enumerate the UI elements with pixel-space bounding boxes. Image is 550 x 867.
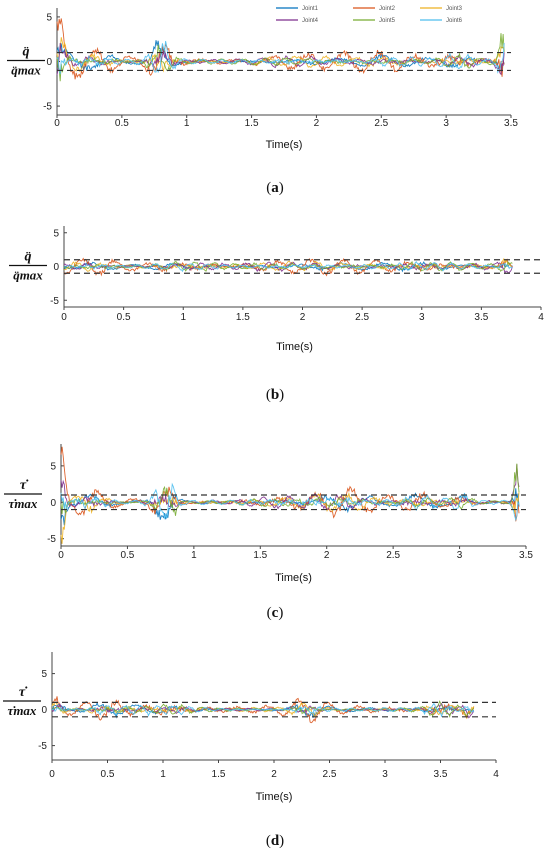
y-tick-label: 5 xyxy=(41,669,47,680)
x-tick-label: 4 xyxy=(538,312,544,323)
y-tick-label: 0 xyxy=(50,498,56,509)
x-tick-label: 0 xyxy=(54,118,60,129)
y-label-denominator: q̈max xyxy=(13,268,43,283)
x-axis-label: Time(s) xyxy=(275,572,312,584)
y-tick-label: 5 xyxy=(50,461,56,472)
x-tick-label: 1.5 xyxy=(236,312,250,323)
x-tick-label: 3.5 xyxy=(519,550,533,561)
x-tick-label: 0 xyxy=(61,312,67,323)
y-tick-label: -5 xyxy=(38,741,47,752)
x-tick-label: 0.5 xyxy=(117,312,131,323)
x-axis-label: Time(s) xyxy=(276,341,313,353)
x-tick-label: 0.5 xyxy=(120,550,134,561)
y-tick-label: 0 xyxy=(41,705,47,716)
series-joint2 xyxy=(60,446,520,522)
series-joint6 xyxy=(63,261,513,273)
x-tick-label: 2 xyxy=(324,550,330,561)
y-label-numerator: τ̇ xyxy=(19,685,28,700)
legend-label-joint1: Joint1 xyxy=(302,6,319,12)
y-tick-label: -5 xyxy=(50,296,59,307)
y-axis-label: q̈ q̈max xyxy=(7,45,45,78)
x-tick-label: 0 xyxy=(49,769,55,780)
x-tick-label: 1 xyxy=(180,312,186,323)
x-tick-label: 0.5 xyxy=(115,118,129,129)
x-tick-label: 1 xyxy=(184,118,190,129)
x-tick-label: 3.5 xyxy=(474,312,488,323)
panel-caption: (a) xyxy=(266,180,284,196)
x-tick-label: 1 xyxy=(191,550,197,561)
panel-caption: (c) xyxy=(267,605,284,621)
series-joint1 xyxy=(60,488,520,526)
x-tick-label: 2 xyxy=(300,312,306,323)
y-label-numerator: τ̇ xyxy=(20,478,29,493)
y-axis-label: τ̇ τ̇max xyxy=(4,478,42,511)
x-axis-label: Time(s) xyxy=(266,139,303,151)
x-tick-label: 4 xyxy=(493,769,499,780)
y-tick-label: -5 xyxy=(43,102,52,113)
y-label-numerator: q̈ xyxy=(25,250,32,265)
x-tick-label: 1 xyxy=(160,769,166,780)
series-joint5 xyxy=(60,463,520,516)
y-tick-label: 5 xyxy=(46,12,52,23)
x-tick-label: 3 xyxy=(419,312,425,323)
y-tick-label: 0 xyxy=(53,262,59,273)
series-joint6 xyxy=(51,703,475,717)
series-joint2 xyxy=(51,696,475,724)
y-axis-label: τ̇ τ̇max xyxy=(3,685,41,718)
y-label-denominator: τ̇max xyxy=(8,703,37,718)
x-tick-label: 1.5 xyxy=(245,118,259,129)
x-tick-label: 2.5 xyxy=(386,550,400,561)
x-tick-label: 3.5 xyxy=(434,769,448,780)
panel-d: 0 0.5 1 1.5 2 2.5 3 3.5 4 -5 0 5 τ̇ τ̇max Time(s) (d) xyxy=(3,652,499,849)
y-axis-label: q̈ q̈max xyxy=(9,250,47,283)
x-tick-label: 2 xyxy=(314,118,320,129)
x-tick-label: 3.5 xyxy=(504,118,518,129)
y-tick-label: 5 xyxy=(53,228,59,239)
series-joint3 xyxy=(56,37,505,73)
x-tick-label: 2.5 xyxy=(323,769,337,780)
legend-label-joint2: Joint2 xyxy=(379,6,396,12)
x-tick-label: 2.5 xyxy=(374,118,388,129)
x-tick-label: 3 xyxy=(457,550,463,561)
y-label-numerator: q̈ xyxy=(23,45,30,60)
x-tick-label: 2 xyxy=(271,769,277,780)
x-axis-label: Time(s) xyxy=(256,791,293,803)
x-tick-label: 3 xyxy=(382,769,388,780)
y-label-denominator: τ̇max xyxy=(9,496,38,511)
legend-label-joint6: Joint6 xyxy=(446,18,463,24)
panel-caption: (d) xyxy=(266,833,284,849)
y-tick-label: 0 xyxy=(46,57,52,68)
series-joint6 xyxy=(60,482,520,522)
legend-label-joint3: Joint3 xyxy=(446,6,463,12)
x-tick-label: 2.5 xyxy=(355,312,369,323)
series-joint1 xyxy=(56,40,505,72)
legend-label-joint4: Joint4 xyxy=(302,18,319,24)
x-tick-label: 0 xyxy=(58,550,64,561)
series-joint6 xyxy=(56,40,505,75)
panel-caption: (b) xyxy=(266,387,284,403)
x-tick-label: 1.5 xyxy=(212,769,226,780)
y-label-denominator: q̈max xyxy=(11,63,41,78)
legend: Joint1 Joint2 Joint3 Joint4 Joint5 Joint6 xyxy=(276,6,463,24)
y-tick-label: -5 xyxy=(47,534,56,545)
legend-label-joint5: Joint5 xyxy=(379,18,396,24)
series-joint4 xyxy=(63,261,513,274)
x-tick-label: 3 xyxy=(443,118,449,129)
x-tick-label: 1.5 xyxy=(253,550,267,561)
x-tick-label: 0.5 xyxy=(101,769,115,780)
